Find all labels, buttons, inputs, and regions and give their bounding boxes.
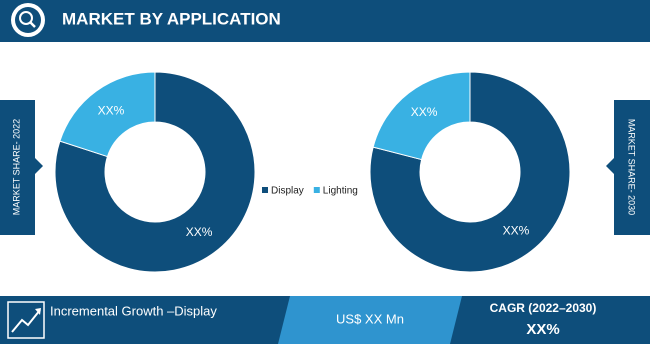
- donut-segment: [372, 71, 471, 161]
- charts: XX% XX% XX% XX%: [54, 71, 571, 273]
- header-icon: [15, 7, 41, 33]
- growth-icon: [11, 309, 41, 333]
- header-icon: [29, 21, 36, 28]
- footer-highlight: [278, 296, 462, 344]
- growth-icon: [7, 301, 45, 339]
- header-icon: [19, 11, 33, 25]
- side-tab: [0, 100, 43, 235]
- chart-label: MARKET SHARE- 2022: [11, 119, 21, 215]
- growth-label: Incremental Growth –Display: [50, 303, 217, 318]
- legend-swatch: [262, 187, 268, 193]
- page-title: MARKET BY APPLICATION: [62, 9, 281, 28]
- donut-segment: [54, 71, 256, 273]
- legend-label: Display: [271, 186, 304, 197]
- chart-label: MARKET SHARE- 2030: [627, 119, 637, 215]
- legend: Display Lighting: [262, 186, 358, 197]
- legend-label: Lighting: [323, 186, 358, 197]
- growth-value: US$ XX Mn: [336, 311, 404, 326]
- side-tab: [606, 100, 650, 235]
- data-label: XX%: [186, 225, 213, 239]
- cagr-label: CAGR (2022–2030): [490, 301, 597, 315]
- header-bar: [0, 0, 650, 42]
- legend-swatch: [313, 187, 320, 193]
- data-label: XX%: [411, 105, 438, 119]
- cagr-value: XX%: [526, 321, 559, 338]
- donut-segment: [59, 71, 156, 158]
- donut-segment: [369, 71, 571, 273]
- data-label: XX%: [98, 103, 125, 117]
- data-label: XX%: [503, 223, 530, 237]
- growth-icon: [35, 308, 41, 315]
